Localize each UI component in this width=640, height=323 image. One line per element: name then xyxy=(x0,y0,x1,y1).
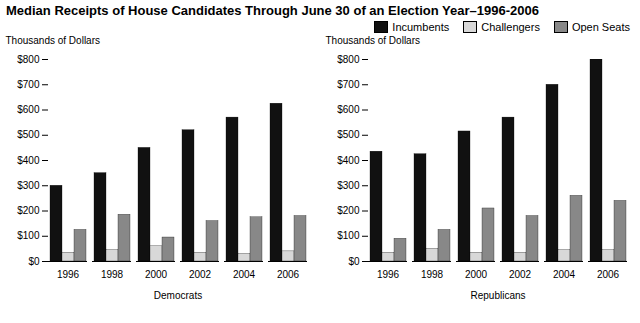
svg-text:$700: $700 xyxy=(337,79,360,90)
svg-text:2002: 2002 xyxy=(189,269,212,280)
html-text:Median Receipts of House Candi: Median Receipts of House Candidates Thro… xyxy=(6,3,539,18)
svg-text:Thousands of Dollars: Thousands of Dollars xyxy=(326,35,421,46)
svg-text:2000: 2000 xyxy=(145,269,168,280)
svg-text:$300: $300 xyxy=(17,180,40,191)
svg-text:2000: 2000 xyxy=(465,269,488,280)
svg-text:$800: $800 xyxy=(337,54,360,65)
svg-text:$0: $0 xyxy=(348,256,360,267)
svg-text:$800: $800 xyxy=(17,54,40,65)
svg-text:1996: 1996 xyxy=(377,269,400,280)
svg-text:2002: 2002 xyxy=(509,269,532,280)
svg-text:Thousands of Dollars: Thousands of Dollars xyxy=(6,35,101,46)
svg-text:$600: $600 xyxy=(337,104,360,115)
svg-text:$200: $200 xyxy=(17,205,40,216)
svg-text:1998: 1998 xyxy=(421,269,444,280)
svg-text:$200: $200 xyxy=(337,205,360,216)
svg-text:1996: 1996 xyxy=(57,269,80,280)
svg-text:$100: $100 xyxy=(337,230,360,241)
svg-text:$400: $400 xyxy=(337,155,360,166)
svg-text:$100: $100 xyxy=(17,230,40,241)
svg-text:$600: $600 xyxy=(17,104,40,115)
svg-text:$400: $400 xyxy=(17,155,40,166)
svg-text:$500: $500 xyxy=(337,129,360,140)
svg-text:2004: 2004 xyxy=(233,269,256,280)
svg-text:$0: $0 xyxy=(28,256,40,267)
html-text:Open Seats: Open Seats xyxy=(571,21,630,33)
svg-text:Democrats: Democrats xyxy=(154,290,202,301)
svg-text:Republicans: Republicans xyxy=(470,290,525,301)
svg-text:$500: $500 xyxy=(17,129,40,140)
svg-text:$300: $300 xyxy=(337,180,360,191)
svg-text:2006: 2006 xyxy=(597,269,620,280)
svg-text:2006: 2006 xyxy=(277,269,300,280)
html-text:Challengers: Challengers xyxy=(481,21,540,33)
svg-text:2004: 2004 xyxy=(553,269,576,280)
html-text:Incumbents: Incumbents xyxy=(392,21,450,33)
svg-text:$700: $700 xyxy=(17,79,40,90)
svg-text:1998: 1998 xyxy=(101,269,124,280)
